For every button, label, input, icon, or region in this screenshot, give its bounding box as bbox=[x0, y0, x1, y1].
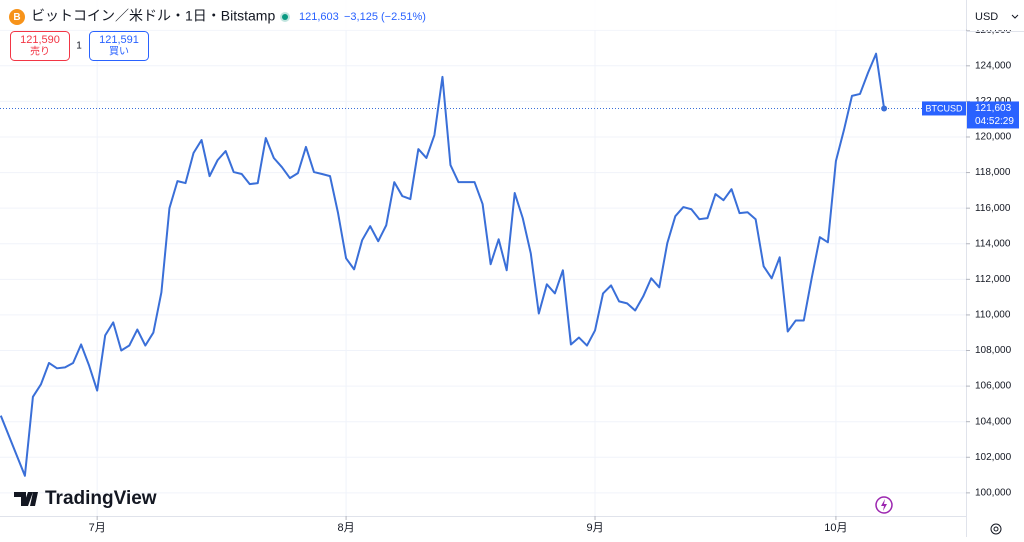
sell-label: 売り bbox=[30, 45, 50, 58]
logo-mark bbox=[14, 492, 38, 506]
y-tick-label: 110,000 bbox=[975, 310, 1011, 321]
y-tick-label: 112,000 bbox=[975, 274, 1011, 285]
y-tick-label: 116,000 bbox=[975, 203, 1011, 214]
symbol-title[interactable]: ビットコイン／米ドル・1日・Bitstamp bbox=[31, 8, 275, 24]
x-axis: 7月 8月 9月 10月 bbox=[89, 516, 848, 534]
x-tick-label: 10月 bbox=[824, 522, 847, 534]
price-tag-price: 121,603 bbox=[975, 103, 1012, 114]
sell-button[interactable] bbox=[10, 31, 70, 61]
grid bbox=[0, 0, 966, 516]
currency-caret bbox=[1011, 14, 1019, 19]
x-tick-label: 8月 bbox=[338, 522, 355, 534]
buy-price: 121,591 bbox=[99, 34, 139, 46]
coin-symbol: B bbox=[13, 12, 20, 23]
price-tag bbox=[967, 101, 1019, 129]
price-tag-countdown: 04:52:29 bbox=[975, 116, 1014, 127]
price-line bbox=[0, 52, 886, 477]
x-tick-label: 7月 bbox=[89, 522, 106, 534]
price-change: −3,125 bbox=[344, 11, 378, 23]
spread: 1 bbox=[76, 41, 82, 52]
symbol-tag bbox=[922, 101, 966, 116]
y-tick-label: 114,000 bbox=[975, 238, 1011, 249]
coin-icon bbox=[9, 9, 25, 25]
y-tick-label: 118,000 bbox=[975, 167, 1011, 178]
status-dot bbox=[282, 14, 288, 20]
settings-icon[interactable] bbox=[990, 523, 1002, 535]
y-axis: 100,000 102,000 104,000 106,000 108,000 110,0… bbox=[966, 25, 1019, 499]
y-tick-label: 120,000 bbox=[975, 132, 1012, 143]
y-tick-label: 104,000 bbox=[975, 416, 1012, 427]
buy-label: 買い bbox=[109, 46, 129, 58]
symbol-tag-label: BTCUSD bbox=[925, 103, 963, 113]
events-bolt bbox=[881, 499, 887, 511]
plot: BTCUSD bbox=[0, 52, 966, 477]
y-tick-label: 126,000 bbox=[975, 25, 1012, 36]
y-tick-label: 100,000 bbox=[975, 488, 1012, 499]
last-point bbox=[881, 105, 888, 112]
sell-price: 121,590 bbox=[20, 34, 60, 46]
y-tick-label: 124,000 bbox=[975, 60, 1012, 71]
y-tick-label: 108,000 bbox=[975, 345, 1012, 356]
header-bg bbox=[0, 0, 966, 30]
logo-text: TradingView bbox=[45, 488, 157, 509]
y-tick-label: 106,000 bbox=[975, 381, 1012, 392]
price-change-pct: (−2.51%) bbox=[381, 11, 426, 23]
x-tick-label: 9月 bbox=[586, 522, 603, 534]
y-tick-label: 102,000 bbox=[975, 452, 1012, 463]
currency-bg bbox=[967, 0, 1024, 30]
buy-button[interactable] bbox=[89, 31, 149, 61]
currency[interactable]: USD bbox=[975, 11, 998, 23]
settings-icon-core bbox=[993, 526, 999, 532]
last-price: 121,603 bbox=[299, 11, 339, 23]
